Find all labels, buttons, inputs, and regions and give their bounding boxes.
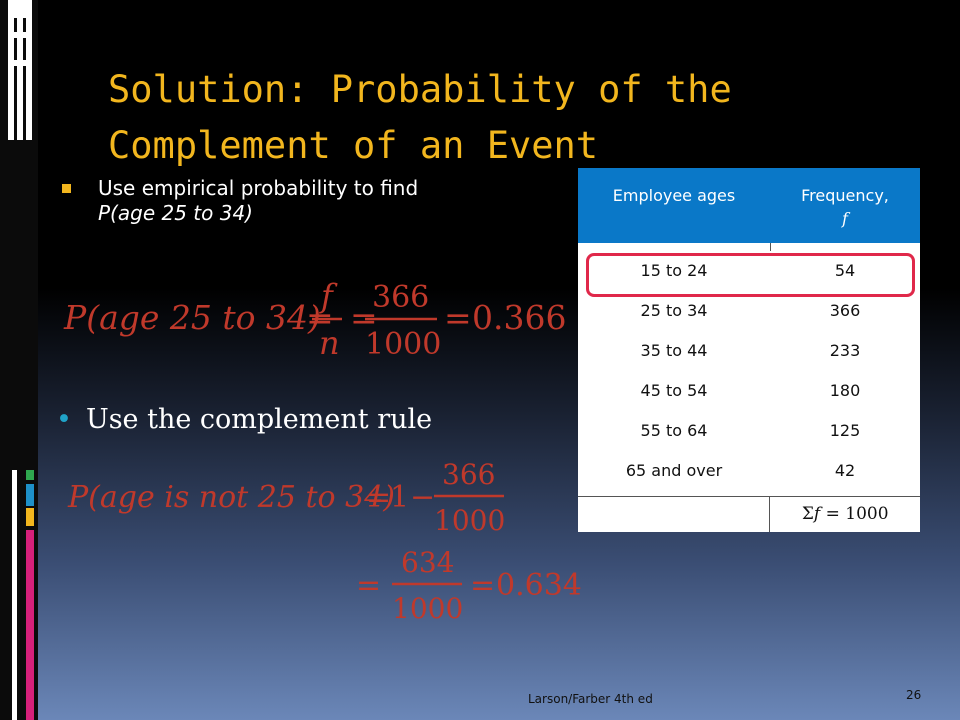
table-body: 15 to 24 54 25 to 34 366 35 to 44 233 45 to 54… (578, 243, 920, 496)
deco-bar (26, 470, 34, 480)
table-row: 15 to 24 54 (578, 251, 920, 291)
formula2-frac-den: 1000 (434, 504, 505, 537)
table-row: 65 and over 42 (578, 451, 920, 491)
deco-bar (26, 530, 34, 720)
table-row: 45 to 54 180 (578, 371, 920, 411)
frequency-cell: 125 (829, 421, 861, 440)
frequency-table: Employee ages Frequency, f 15 to 24 54 25 … (578, 168, 920, 532)
complement-text: Use the complement rule (85, 404, 433, 435)
formula-frac1-den: n (319, 324, 340, 362)
total-value: = 1000 (820, 504, 889, 524)
bullet-square-icon (62, 184, 71, 193)
frequency-cell: 233 (829, 341, 861, 360)
age-cell: 55 to 64 (640, 421, 708, 440)
header-frequency-label: Frequency, (801, 186, 889, 205)
bullet-item: Use empirical probability to find P(age … (62, 176, 582, 226)
total-var: f (813, 504, 821, 524)
deco-bar (26, 0, 32, 140)
table-header: Employee ages Frequency, f (578, 168, 920, 243)
age-cell: 45 to 54 (640, 381, 708, 400)
total-cell: Σf = 1000 (770, 497, 920, 532)
formula-minus: − (410, 480, 435, 515)
deco-bar (8, 0, 32, 18)
formula2-frac2-num: 634 (401, 546, 454, 579)
header-frequency: Frequency, f (770, 168, 920, 243)
formula-result: 0.366 (472, 298, 566, 337)
bullet-dot-icon: • (56, 404, 72, 435)
frequency-cell: 42 (834, 461, 856, 480)
formula-complement: P(age is not 25 to 34) = 1 − 366 1000 = … (67, 458, 582, 625)
table-row: 35 to 44 233 (578, 331, 920, 371)
footer-credit: Larson/Farber 4th ed (528, 692, 653, 706)
header-frequency-var: f (842, 209, 848, 228)
frequency-cell: 366 (829, 301, 861, 320)
formula-equals: = (366, 480, 391, 515)
total-empty-cell (578, 497, 771, 532)
frequency-cell: 54 (834, 261, 856, 280)
table-row: 25 to 34 366 (578, 291, 920, 331)
deco-bar (8, 60, 32, 66)
formula-lhs: P(age 25 to 34) (63, 298, 321, 337)
column-divider (770, 243, 771, 251)
formula-frac1-num: f (319, 277, 338, 315)
highlight-oval (586, 253, 915, 297)
formula-equals: = (350, 298, 378, 337)
bullet-text-italic: P(age 25 to 34) (98, 201, 253, 225)
age-cell: 25 to 34 (640, 301, 708, 320)
complement-bullet: • Use the complement rule (56, 404, 432, 435)
title-line-2: Complement of an Event (108, 124, 599, 167)
deco-bar (26, 484, 34, 506)
frequency-cell: 180 (829, 381, 861, 400)
formula-equals: = (444, 298, 472, 337)
formula2-one: 1 (390, 480, 409, 515)
deco-bar (17, 0, 23, 140)
sigma-symbol: Σ (801, 504, 814, 524)
deco-bar (12, 470, 17, 720)
formula2-frac2-den: 1000 (392, 592, 463, 625)
age-cell: 65 and over (625, 461, 723, 480)
formula2-frac-num: 366 (442, 458, 495, 491)
table-row: 55 to 64 125 (578, 411, 920, 451)
deco-bar (8, 0, 14, 140)
formula2-result: 0.634 (496, 568, 582, 603)
deco-bar (8, 32, 32, 38)
formula-equals: = (356, 568, 381, 603)
title-line-1: Solution: Probability of the (108, 68, 732, 111)
age-cell: 35 to 44 (640, 341, 708, 360)
bullet-text: Use empirical probability to find (98, 176, 419, 200)
header-employee-ages: Employee ages (612, 186, 736, 205)
slide-title: Solution: Probability of the Complement … (108, 62, 948, 174)
age-cell: 15 to 24 (640, 261, 708, 280)
formula-frac2-num: 366 (372, 280, 429, 315)
page-number: 26 (906, 688, 922, 702)
formula-frac2-den: 1000 (365, 327, 441, 362)
table-total-row: Σf = 1000 (578, 496, 920, 532)
formula-empirical: P(age 25 to 34) = f n = 366 1000 = 0.366 (63, 277, 566, 362)
formula-equals: = (470, 568, 495, 603)
deco-bar (26, 508, 34, 526)
formula-equals: = (306, 298, 334, 337)
formula2-lhs: P(age is not 25 to 34) (67, 480, 395, 515)
